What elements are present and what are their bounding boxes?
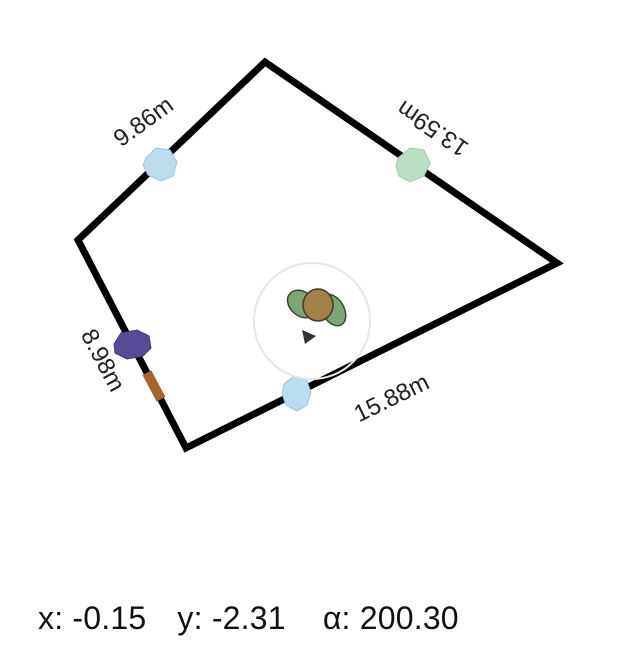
stone-marker-left[interactable]	[113, 329, 152, 360]
robot-range-ring	[253, 262, 371, 380]
stone-marker-top-left[interactable]	[142, 147, 178, 182]
wall-label-top-left: 9.86m	[109, 91, 179, 152]
x-value: -0.15	[72, 600, 147, 636]
wall-label-top-right: 13.59m	[392, 95, 473, 162]
pose-readout: x: -0.15 y: -2.31 α: 200.30	[38, 600, 459, 637]
y-label: y:	[177, 600, 203, 636]
x-label: x:	[38, 600, 64, 636]
stone-marker-bottom[interactable]	[281, 375, 312, 412]
wall-label-bottom: 15.88m	[350, 369, 434, 428]
alpha-label: α:	[322, 600, 351, 636]
stone-marker-top-right[interactable]	[395, 147, 431, 183]
robot-body	[302, 288, 334, 322]
y-value: -2.31	[211, 600, 286, 636]
floor-plan: 9.86m 13.59m 15.88m 8.98m	[73, 57, 564, 453]
room-outline	[73, 57, 564, 453]
alpha-value: 200.30	[359, 600, 459, 636]
door-marker[interactable]	[142, 370, 166, 402]
robot[interactable]	[253, 262, 371, 380]
robot-heading-arrow	[302, 330, 316, 344]
